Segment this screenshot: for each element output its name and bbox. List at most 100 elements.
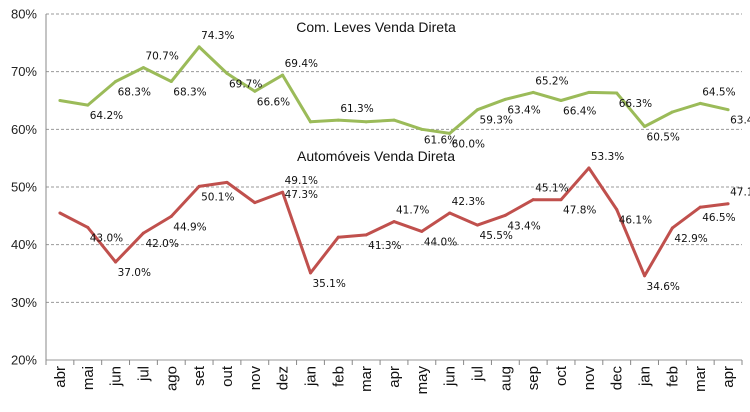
data-label: 60.5% — [647, 131, 680, 143]
data-label: 44.9% — [173, 221, 206, 233]
x-tick-label: ago — [163, 366, 180, 391]
data-labels: 64.2% 68.3% 70.7% 68.3% 74.3% 69.7% 66.6% 69.4%… — [90, 30, 750, 293]
data-label: 60.0% — [452, 138, 485, 150]
data-label: 41.7% — [396, 205, 429, 217]
x-tick-label: may — [414, 366, 431, 395]
data-label: 66.3% — [619, 98, 652, 110]
data-point — [169, 214, 173, 218]
data-label: 65.2% — [535, 75, 568, 87]
data-label: 43.0% — [90, 232, 123, 244]
data-point — [559, 198, 563, 202]
data-label: 64.5% — [702, 86, 735, 98]
data-label: 64.2% — [90, 110, 123, 122]
data-point — [643, 124, 647, 128]
x-tick-label: jun — [442, 366, 459, 387]
data-point — [698, 205, 702, 209]
data-label: 74.3% — [201, 30, 234, 42]
data-label: 61.6% — [424, 134, 457, 146]
data-point — [308, 120, 312, 124]
data-point — [726, 202, 730, 206]
x-tick-label: dec — [609, 366, 626, 391]
data-point — [364, 233, 368, 237]
data-label: 70.7% — [145, 51, 178, 63]
data-label: 68.3% — [173, 86, 206, 98]
data-point — [197, 45, 201, 49]
data-point — [615, 91, 619, 95]
series-title-automoveis: Automóveis Venda Direta — [297, 148, 455, 164]
data-label: 42.0% — [145, 238, 178, 250]
data-point — [531, 90, 535, 94]
data-label: 47.8% — [563, 205, 596, 217]
gridlines — [46, 13, 742, 361]
data-point — [615, 207, 619, 211]
data-point — [141, 231, 145, 235]
data-label: 42.9% — [674, 233, 707, 245]
data-label: 63.4% — [730, 115, 750, 127]
data-point — [281, 190, 285, 194]
data-point — [420, 127, 424, 131]
data-label: 45.1% — [535, 183, 568, 195]
data-label: 45.5% — [480, 230, 513, 242]
x-tick-label: oct — [553, 365, 570, 386]
x-tick-label: sep — [525, 366, 542, 390]
data-point — [336, 235, 340, 239]
x-tick-label: mar — [358, 366, 375, 392]
y-tick-label: 20% — [11, 353, 37, 368]
data-label: 47.1% — [730, 187, 750, 199]
data-point — [643, 274, 647, 278]
data-point — [476, 108, 480, 112]
data-label: 53.3% — [591, 151, 624, 163]
data-label: 34.6% — [647, 281, 680, 293]
data-point — [448, 211, 452, 215]
data-point — [670, 110, 674, 114]
data-point — [698, 101, 702, 105]
x-tick-label: set — [191, 365, 208, 386]
data-point — [503, 213, 507, 217]
data-label: 66.6% — [257, 96, 290, 108]
y-tick-label: 60% — [11, 122, 37, 137]
x-tick-label: jun — [108, 366, 125, 387]
data-label: 41.3% — [368, 240, 401, 252]
data-label: 49.1% — [285, 175, 318, 187]
data-point — [114, 260, 118, 264]
x-tick-label: aug — [497, 366, 514, 391]
data-point — [253, 201, 257, 205]
x-tick-label: abr — [52, 366, 69, 388]
x-tick-label: dez — [275, 366, 292, 390]
data-label: 61.3% — [340, 103, 373, 115]
x-tick-label: jul — [470, 366, 487, 382]
y-tick-label: 30% — [11, 295, 37, 310]
data-label: 66.4% — [563, 106, 596, 118]
y-tick-label: 80% — [11, 7, 37, 22]
data-label: 42.3% — [452, 196, 485, 208]
data-label: 44.0% — [424, 236, 457, 248]
data-point — [86, 103, 90, 107]
data-point — [364, 120, 368, 124]
data-label: 69.4% — [285, 58, 318, 70]
data-point — [420, 229, 424, 233]
data-point — [392, 220, 396, 224]
data-point — [141, 66, 145, 70]
series-title-com-leves: Com. Leves Venda Direta — [296, 19, 456, 35]
data-point — [670, 226, 674, 230]
data-label: 50.1% — [201, 191, 234, 203]
data-point — [476, 223, 480, 227]
x-axis: abr mai jun jul ago set out nov dez jan feb mar apr m… — [45, 360, 743, 395]
data-label: 35.1% — [312, 278, 345, 290]
data-point — [726, 108, 730, 112]
data-point — [587, 166, 591, 170]
data-label: 43.4% — [507, 220, 540, 232]
data-point — [197, 184, 201, 188]
data-label: 59.3% — [480, 115, 513, 127]
data-label: 63.4% — [507, 104, 540, 116]
x-tick-label: jan — [302, 366, 319, 387]
x-tick-label: mai — [80, 366, 97, 390]
data-label: 37.0% — [118, 267, 151, 279]
y-axis: 20% 30% 40% 50% 60% 70% 80% — [11, 7, 47, 368]
data-label: 69.7% — [229, 78, 262, 90]
data-point — [336, 118, 340, 122]
x-tick-label: feb — [664, 366, 681, 387]
data-label: 47.3% — [285, 189, 318, 201]
data-point — [587, 90, 591, 94]
